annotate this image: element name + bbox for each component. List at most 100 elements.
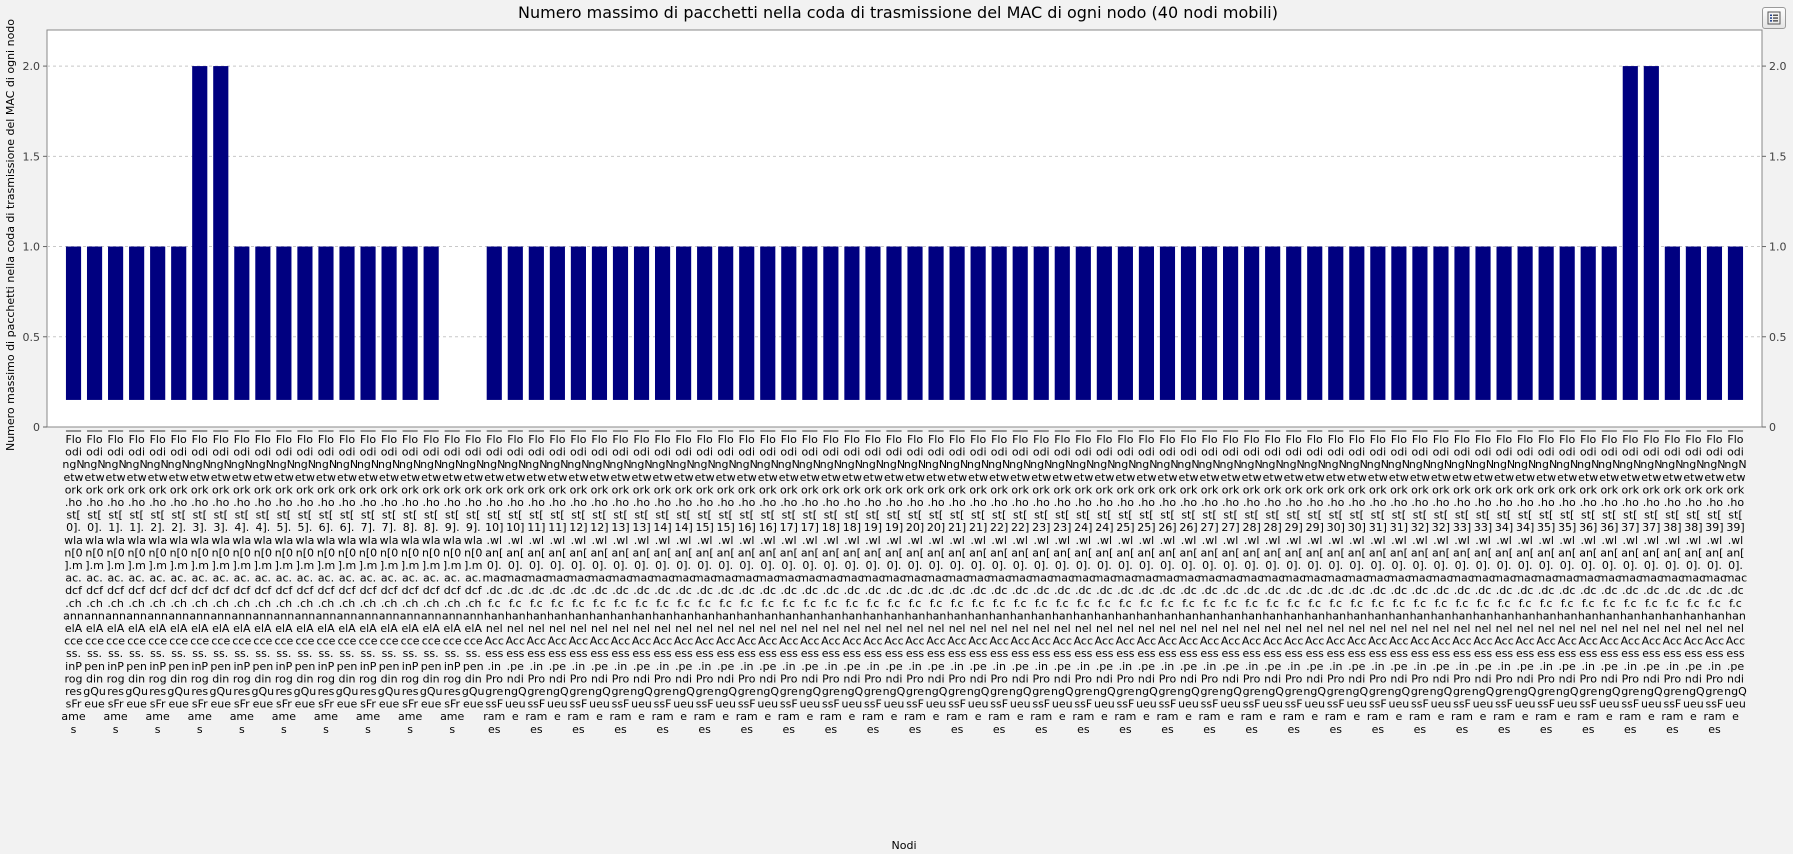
x-tick-label: Flo odi ngN etw ork .ho st[5]. wla n[0].m ac. dcf.…	[272, 433, 296, 736]
bar[interactable]	[739, 246, 755, 400]
bar[interactable]	[234, 246, 250, 400]
bar[interactable]	[697, 246, 713, 400]
bar[interactable]	[1096, 246, 1112, 400]
bar[interactable]	[1075, 246, 1091, 400]
y-tick-label-right: 1.5	[1769, 150, 1787, 163]
y-tick-labels: 0 0 0.5 0.5 1.0 1.0 1.5 1.5 2.0 2.0	[23, 60, 1787, 434]
bar[interactable]	[423, 246, 439, 400]
bar[interactable]	[1706, 246, 1723, 400]
x-tick-label: Flo odi ngN etw ork .ho st[23] .wl an[0]. mac .dc f…	[1051, 433, 1075, 723]
bar[interactable]	[213, 66, 229, 400]
bar[interactable]	[1433, 246, 1449, 400]
bar[interactable]	[192, 66, 208, 400]
x-tick-label: Flo odi ngN etw ork .ho st[26] .wl an[0]. mac .dc f…	[1156, 433, 1180, 736]
y-tick-label: 0.5	[23, 331, 41, 344]
bar[interactable]	[1328, 246, 1344, 400]
x-tick-label: Flo odi ngN etw ork .ho st[35] .wl an[0]. mac .dc f…	[1534, 433, 1558, 736]
bar[interactable]	[949, 246, 965, 400]
bar[interactable]	[108, 246, 124, 400]
bar[interactable]	[1517, 246, 1533, 400]
bar[interactable]	[1727, 246, 1744, 400]
bar[interactable]	[760, 246, 776, 400]
bar[interactable]	[1643, 66, 1659, 400]
bar[interactable]	[633, 246, 650, 400]
bar[interactable]	[1349, 246, 1365, 400]
bar[interactable]	[886, 246, 902, 400]
x-tick-label: Flo odi ngN etw ork .ho st[13] .wl an[0]. mac .dc f…	[609, 433, 633, 736]
bar[interactable]	[528, 246, 544, 400]
bar[interactable]	[1538, 246, 1554, 400]
axes	[43, 65, 1766, 432]
bar[interactable]	[1012, 246, 1028, 400]
bar[interactable]	[1370, 246, 1386, 400]
bar[interactable]	[549, 246, 565, 400]
bar[interactable]	[507, 246, 523, 400]
bar[interactable]	[402, 246, 418, 400]
bar[interactable]	[928, 246, 944, 400]
x-tick-label: Flo odi ngN etw ork .ho st[3]. wla n[0].m ac. dcf.…	[188, 433, 212, 736]
bar[interactable]	[1664, 246, 1680, 400]
bar[interactable]	[718, 246, 734, 400]
bar[interactable]	[1622, 66, 1638, 400]
bar[interactable]	[1412, 246, 1428, 400]
bar[interactable]	[1117, 246, 1133, 400]
bar[interactable]	[1391, 246, 1407, 400]
bar[interactable]	[781, 246, 797, 400]
bar[interactable]	[276, 246, 292, 400]
bar[interactable]	[297, 246, 313, 400]
bar[interactable]	[339, 246, 355, 400]
bar[interactable]	[381, 246, 397, 400]
x-tick-label: Flo odi ngN etw ork .ho st[2]. wla n[0].m ac. dcf.…	[167, 433, 190, 711]
y-tick-label-right: 1.0	[1769, 241, 1787, 254]
bar[interactable]	[171, 246, 187, 400]
bar[interactable]	[970, 246, 986, 400]
bar[interactable]	[1265, 246, 1281, 400]
bar[interactable]	[823, 246, 839, 400]
x-tick-label: Flo odi ngN etw ork .ho st[9]. wla n[0].m ac. dcf.…	[462, 433, 485, 711]
bar[interactable]	[1475, 246, 1491, 400]
bar[interactable]	[570, 246, 586, 400]
bar[interactable]	[676, 246, 692, 400]
bar[interactable]	[1159, 246, 1176, 400]
y-tick-label: 1.0	[23, 241, 41, 254]
bar[interactable]	[360, 246, 376, 400]
bar[interactable]	[1307, 246, 1323, 400]
bars	[65, 66, 1744, 400]
x-tick-label: Flo odi ngN etw ork .ho st[21] .wl an[0]. mac .dc f…	[945, 433, 969, 736]
bar[interactable]	[1201, 246, 1218, 400]
bar[interactable]	[591, 246, 608, 400]
bar[interactable]	[1601, 246, 1617, 400]
bar[interactable]	[255, 246, 271, 400]
bar[interactable]	[1559, 246, 1575, 400]
bar[interactable]	[865, 246, 881, 400]
bar[interactable]	[654, 246, 671, 400]
bar[interactable]	[86, 246, 103, 400]
bar[interactable]	[150, 246, 166, 400]
bar[interactable]	[612, 246, 629, 400]
bar[interactable]	[1286, 246, 1302, 400]
bar[interactable]	[844, 246, 860, 400]
bar[interactable]	[1685, 246, 1701, 400]
bar[interactable]	[907, 246, 923, 400]
y-tick-label-right: 0.5	[1769, 331, 1787, 344]
x-tick-label: Flo odi ngN etw ork .ho st[1]. wla n[0].m ac. dcf.…	[103, 433, 127, 736]
bar[interactable]	[1180, 246, 1197, 400]
bar[interactable]	[1223, 246, 1239, 400]
bar[interactable]	[65, 246, 82, 400]
bar[interactable]	[129, 246, 145, 400]
bar[interactable]	[1496, 246, 1512, 400]
bar[interactable]	[318, 246, 334, 400]
bar[interactable]	[1138, 246, 1155, 400]
bar[interactable]	[1244, 246, 1260, 400]
x-tick-label: Flo odi ngN etw ork .ho st[11] .wl an[0]. mac .dc f…	[546, 433, 570, 723]
bar[interactable]	[486, 246, 502, 400]
bar[interactable]	[1054, 246, 1070, 400]
bar[interactable]	[1580, 246, 1596, 400]
bar[interactable]	[1454, 246, 1470, 400]
x-tick-label: Flo odi ngN etw ork .ho st[13] .wl an[0]. mac .dc f…	[630, 433, 654, 723]
bar[interactable]	[991, 246, 1007, 400]
bar[interactable]	[1033, 246, 1049, 400]
bar[interactable]	[802, 246, 818, 400]
legend-toggle-button[interactable]	[1762, 7, 1786, 29]
